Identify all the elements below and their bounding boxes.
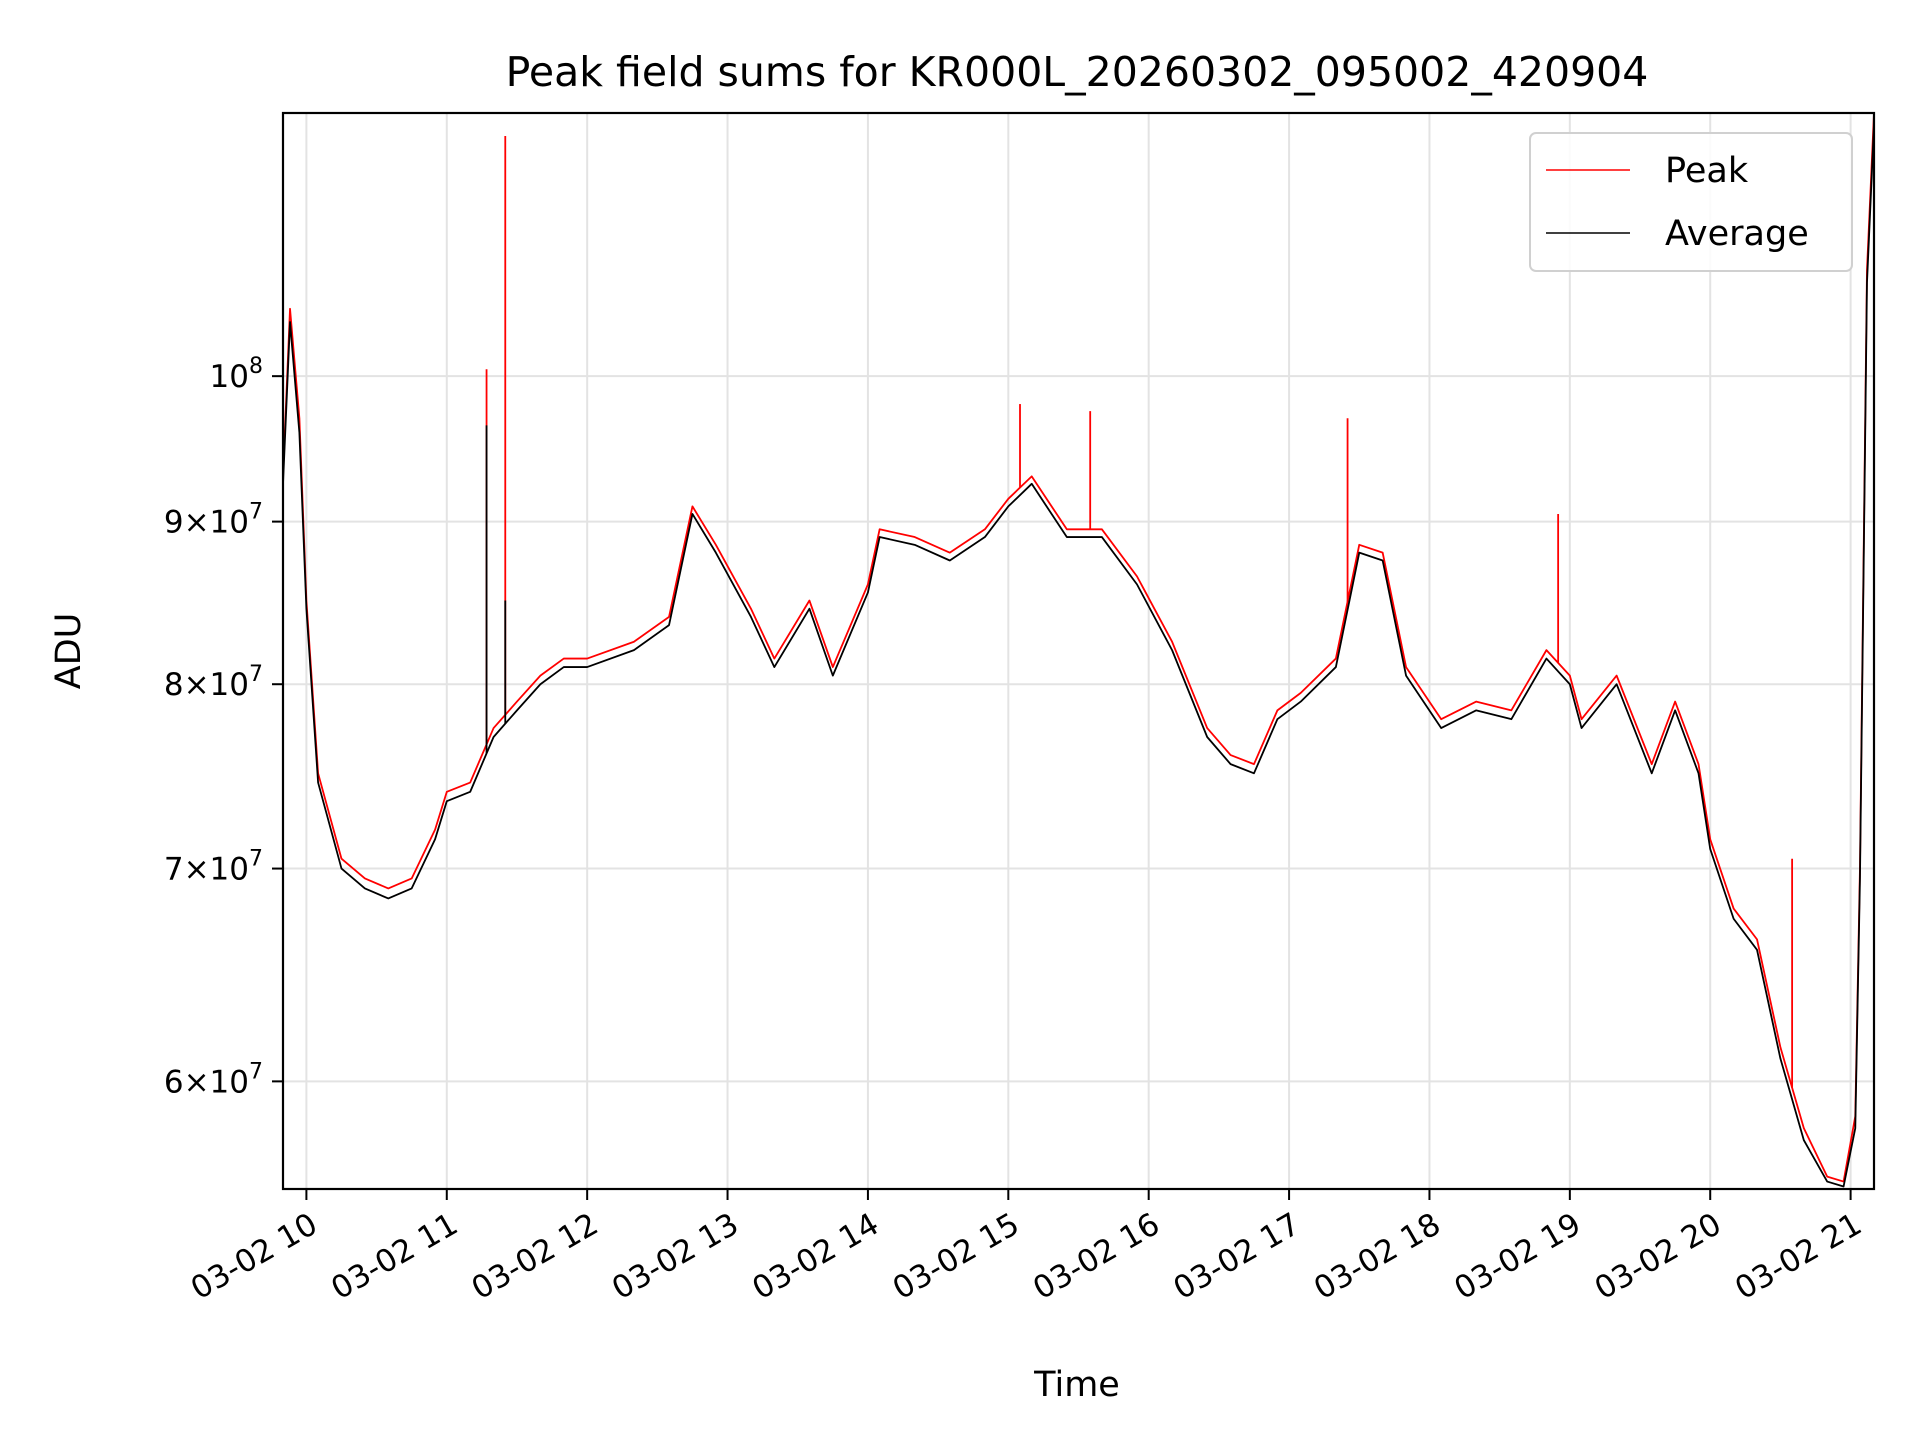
y-tick-base: 10 <box>210 359 249 395</box>
y-tick-times: × <box>184 1064 210 1100</box>
legend-box <box>1529 132 1853 272</box>
y-tick-label: 9×107 <box>164 500 263 541</box>
legend: Peak Average <box>1529 132 1853 272</box>
y-tick-base: 10 <box>210 852 249 888</box>
grid <box>283 113 1874 1189</box>
y-tick-exponent: 7 <box>249 1059 263 1084</box>
y-tick-base: 10 <box>210 667 249 703</box>
y-tick-label: 6×107 <box>164 1059 263 1100</box>
y-tick-exponent: 7 <box>249 847 263 872</box>
series-line-peak <box>282 112 1875 1183</box>
y-tick-times: × <box>184 667 210 703</box>
y-tick-label: 108 <box>210 354 263 395</box>
x-axis-label: Time <box>1033 1365 1120 1405</box>
y-axis-label: ADU <box>49 613 89 690</box>
legend-label-peak: Peak <box>1665 151 1749 191</box>
y-tick-base: 10 <box>210 505 249 541</box>
y-tick-base: 10 <box>210 1064 249 1100</box>
y-tick-exponent: 7 <box>249 662 263 687</box>
y-tick-times: × <box>184 505 210 541</box>
series-line-average <box>282 124 1875 1188</box>
y-tick-exponent: 7 <box>249 500 263 525</box>
y-tick-label: 8×107 <box>164 662 263 703</box>
plot-series <box>282 112 1875 1188</box>
y-tick-exponent: 8 <box>249 354 263 379</box>
y-tick-mantissa: 7 <box>164 852 184 888</box>
legend-label-average: Average <box>1665 214 1809 254</box>
y-tick-mantissa: 9 <box>164 505 184 541</box>
chart-title: Peak field sums for KR000L_20260302_0950… <box>506 48 1649 96</box>
y-tick-mantissa: 8 <box>164 667 184 703</box>
plot-frame <box>281 111 1876 1191</box>
y-tick-times: × <box>184 852 210 888</box>
y-tick-label: 7×107 <box>164 847 263 888</box>
y-tick-mantissa: 6 <box>164 1064 184 1100</box>
